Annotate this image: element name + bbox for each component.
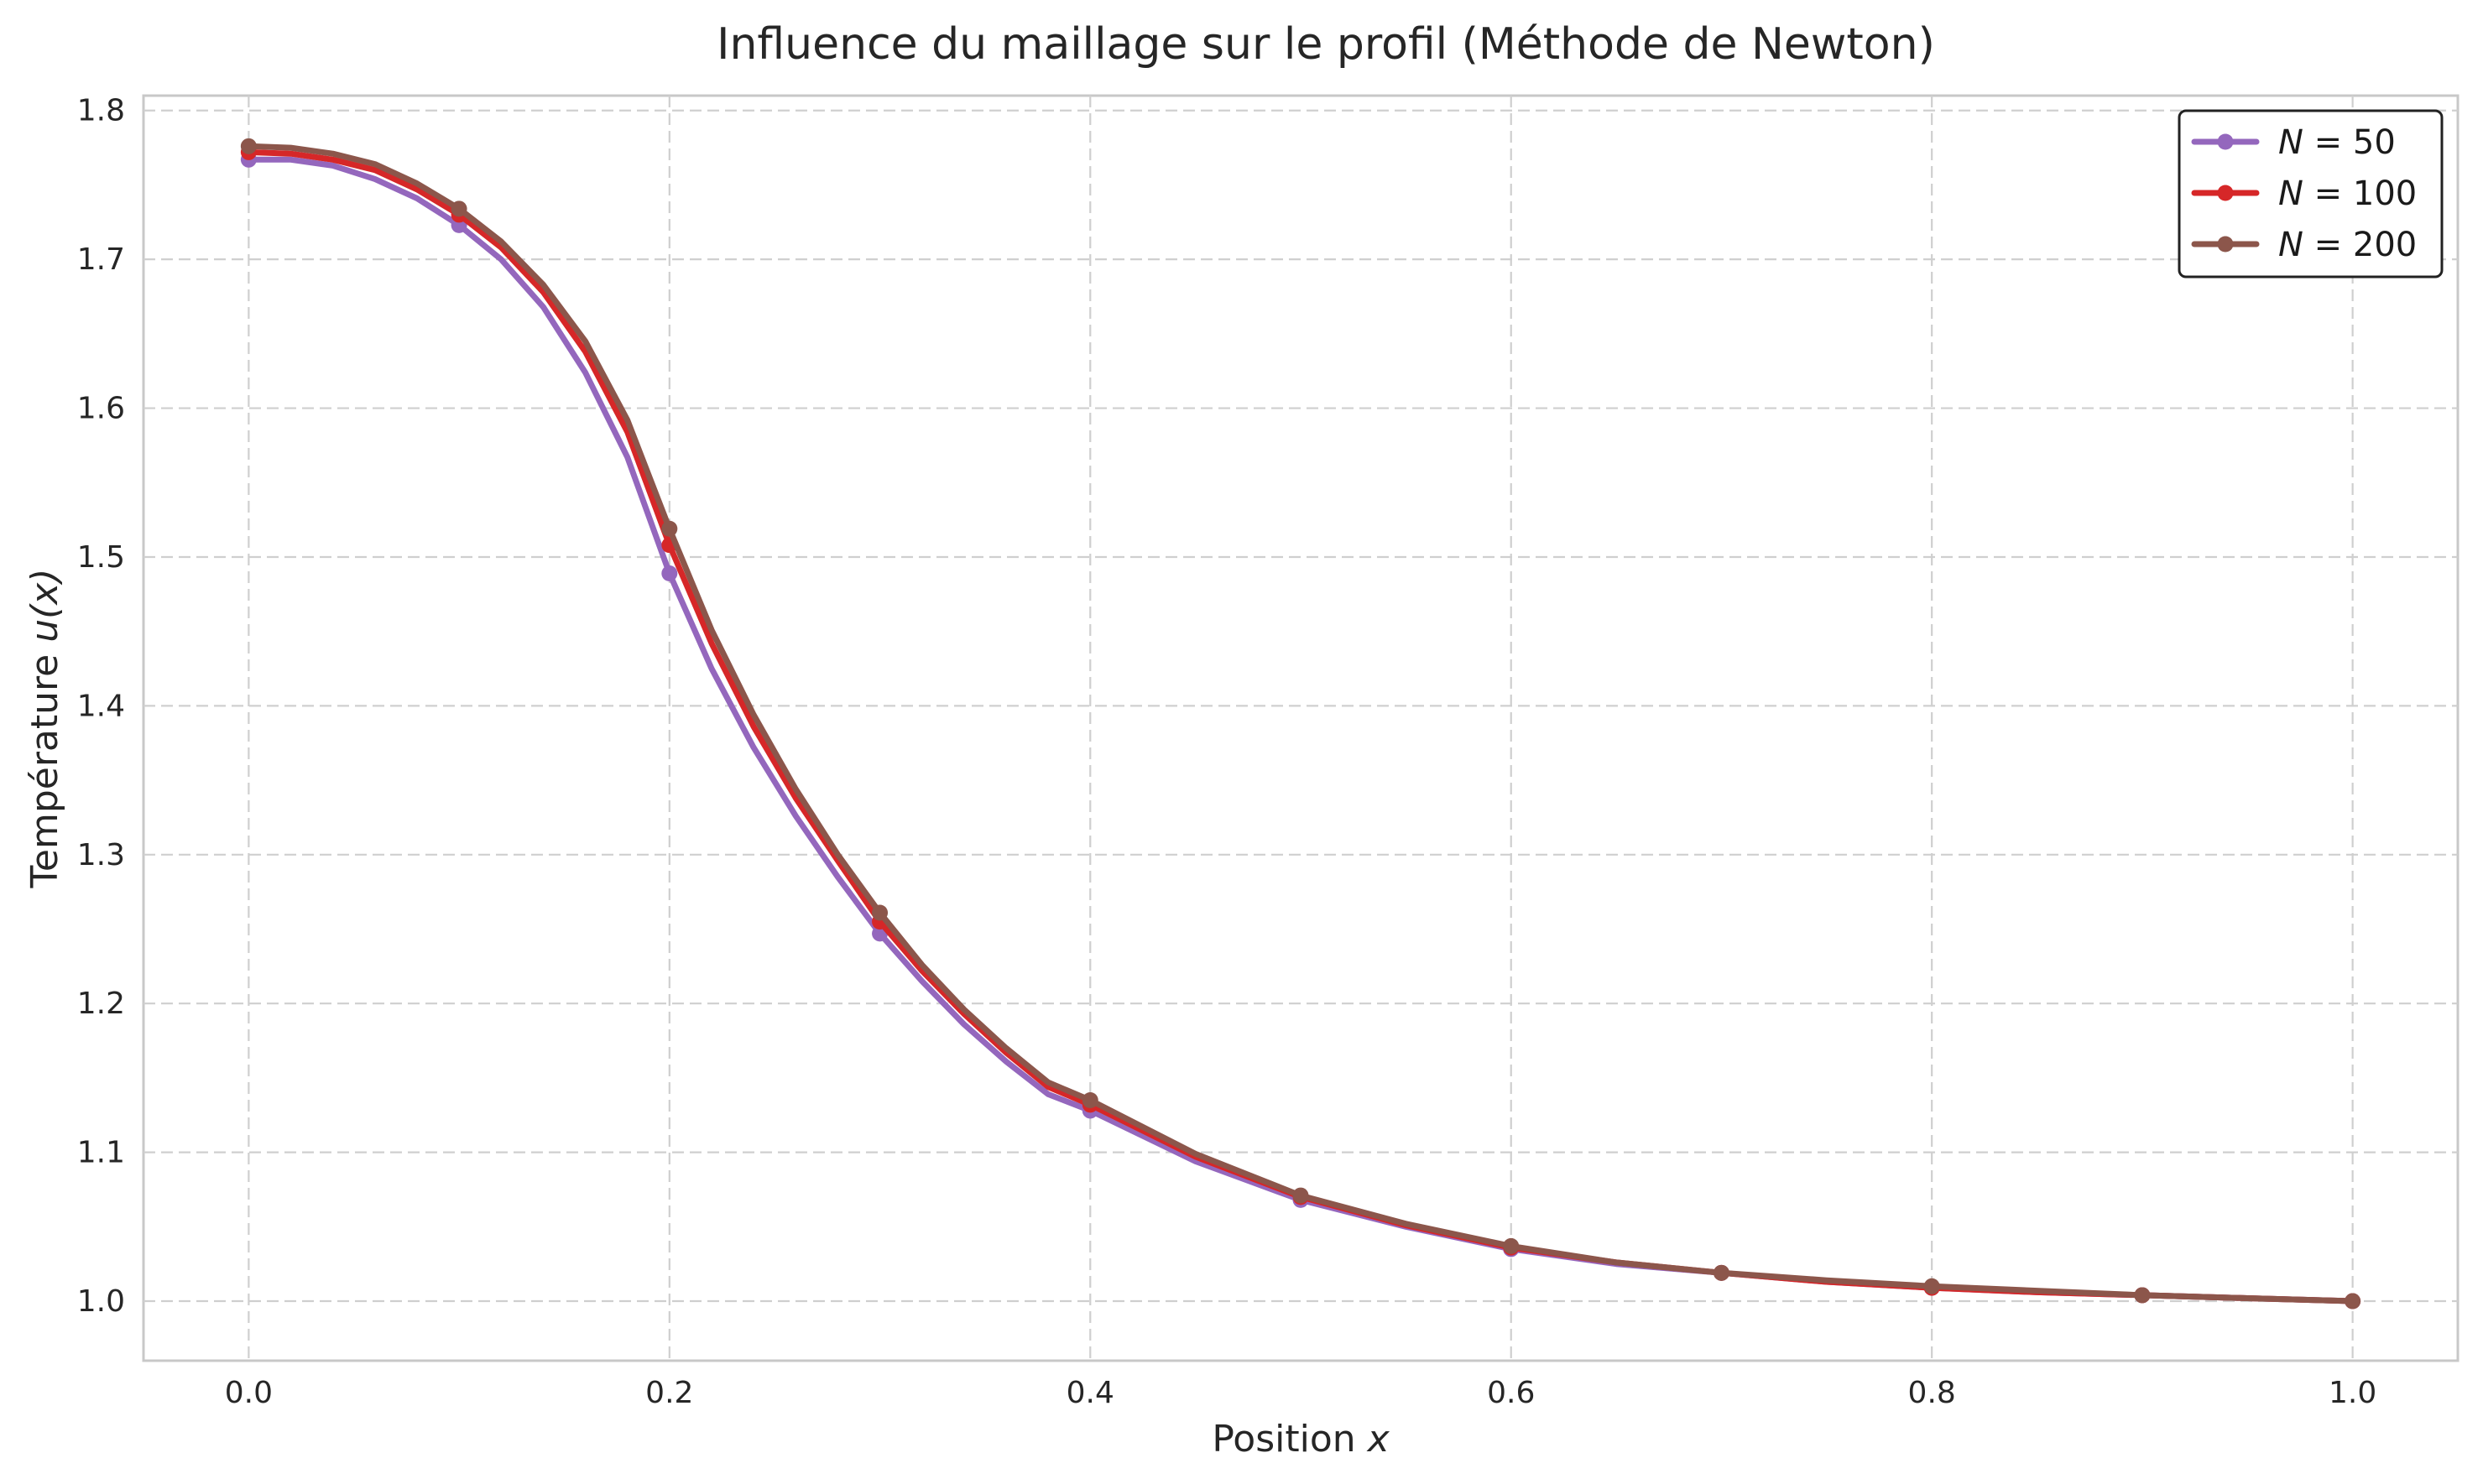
x-tick-label: 1.0 [2329,1376,2376,1410]
x-tick-label: 0.2 [645,1376,693,1410]
chart-title: Influence du maillage sur le profil (Mét… [717,19,1935,70]
data-point [2345,1293,2361,1310]
grid [143,96,2458,1361]
y-tick-label: 1.5 [77,540,125,575]
data-point [2134,1287,2151,1304]
x-tick-label: 0.4 [1067,1376,1114,1410]
legend-label: N = 100 [2278,174,2417,213]
data-point [1923,1278,1940,1294]
y-tick-label: 1.0 [77,1284,125,1319]
legend-label: N = 200 [2278,226,2417,264]
series-3 [240,138,2361,1310]
y-tick-label: 1.4 [77,689,125,723]
x-axis-ticks: 0.0 0.2 0.4 0.6 0.8 1.0 [225,1376,2377,1410]
series-line [245,143,2356,1304]
data-point [1713,1264,1729,1281]
x-tick-label: 0.6 [1487,1376,1535,1410]
legend: N = 50 N = 100 N = 200 [2178,109,2444,279]
legend-item: N = 200 [2191,226,2417,264]
y-axis-ticks: 1.0 1.1 1.2 1.3 1.4 1.5 1.6 1.7 1.8 [77,94,125,1319]
data-point [1082,1092,1098,1109]
y-tick-label: 1.1 [77,1136,125,1170]
legend-marker [2217,133,2234,150]
series-group [240,138,2361,1310]
y-tick-label: 1.6 [77,392,125,426]
data-point [1292,1187,1309,1204]
y-tick-label: 1.8 [77,94,125,128]
x-tick-label: 0.8 [1908,1376,1956,1410]
legend-item: N = 50 [2191,123,2396,162]
legend-box [2178,109,2444,279]
legend-item: N = 100 [2191,174,2417,213]
data-point [1503,1237,1520,1254]
y-tick-label: 1.3 [77,838,125,872]
data-point [240,138,257,154]
legend-marker [2217,236,2234,253]
y-tick-label: 1.7 [77,242,125,277]
plot-area [142,94,2460,1362]
legend-marker [2217,185,2234,201]
y-tick-label: 1.2 [77,987,125,1021]
y-axis-label: Température u(x) [23,569,66,889]
data-point [451,200,467,217]
x-tick-label: 0.0 [225,1376,273,1410]
data-point [872,904,889,921]
data-point [661,565,678,581]
x-axis-label: Position x [1212,1418,1390,1461]
data-point [661,520,678,537]
legend-label: N = 50 [2278,123,2396,162]
